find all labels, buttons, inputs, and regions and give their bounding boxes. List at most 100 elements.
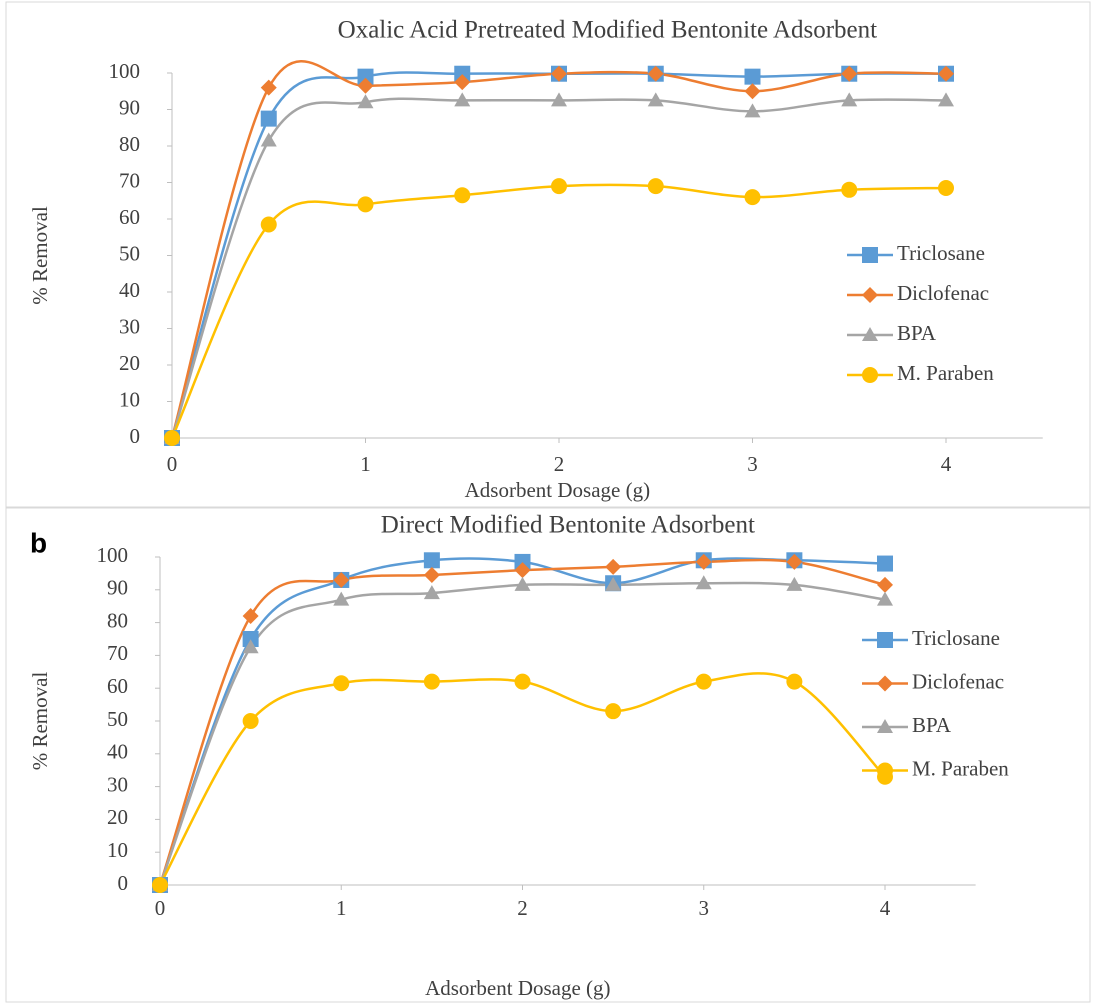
marker: [786, 576, 803, 591]
marker: [647, 65, 664, 82]
y-tick-label: 10: [107, 838, 128, 862]
marker: [242, 608, 259, 625]
marker: [514, 553, 531, 570]
marker: [423, 673, 440, 690]
y-tick-label: 90: [107, 576, 128, 600]
marker: [164, 430, 180, 446]
y-tick-label: 80: [107, 608, 128, 632]
y-tick-label: 40: [119, 278, 140, 302]
marker: [744, 103, 761, 118]
x-tick-label: 0: [167, 452, 178, 476]
marker: [242, 713, 259, 729]
y-tick-label: 60: [107, 674, 128, 698]
x-tick-label: 3: [747, 452, 758, 476]
marker: [877, 719, 893, 733]
marker: [605, 703, 622, 720]
chart-title: Direct Modified Bentonite Adsorbent: [381, 512, 755, 539]
marker: [454, 92, 471, 107]
panel-frame: [5, 1, 1091, 508]
marker: [695, 553, 712, 570]
marker: [514, 576, 531, 591]
series-line: [170, 183, 947, 439]
y-tick-label: 60: [119, 205, 140, 229]
y-axis-label: % Removal: [28, 206, 52, 305]
marker: [357, 94, 374, 109]
marker: [551, 65, 567, 82]
marker: [938, 92, 954, 107]
marker: [551, 178, 567, 195]
marker: [862, 287, 878, 303]
y-tick-label: 0: [118, 871, 129, 895]
legend-label: BPA: [912, 713, 952, 737]
marker: [357, 196, 374, 213]
chart-title: Oxalic Acid Pretreated Modified Bentonit…: [338, 17, 878, 44]
marker: [862, 327, 878, 341]
series-line: [158, 557, 886, 886]
marker: [152, 877, 168, 893]
y-tick-label: 0: [130, 424, 141, 448]
y-tick-label: 20: [107, 805, 128, 829]
panel-frame: [5, 507, 1091, 1003]
marker: [841, 92, 858, 107]
marker: [695, 673, 712, 690]
x-tick-label: 0: [155, 896, 166, 920]
marker: [647, 178, 664, 195]
series-line: [158, 672, 886, 886]
series-line: [170, 71, 947, 439]
marker: [877, 632, 893, 648]
marker: [514, 673, 531, 690]
y-tick-label: 100: [109, 59, 141, 83]
x-tick-label: 3: [699, 896, 710, 920]
marker: [938, 179, 954, 196]
y-tick-label: 30: [107, 772, 128, 796]
legend-label: M. Paraben: [912, 756, 1009, 780]
marker: [423, 585, 440, 600]
y-tick-label: 70: [107, 641, 128, 665]
y-tick-label: 40: [107, 740, 128, 764]
y-axis-label: % Removal: [28, 672, 52, 771]
x-tick-label: 2: [517, 896, 528, 920]
marker: [877, 675, 893, 692]
legend-label: Diclofenac: [897, 281, 989, 305]
marker: [938, 65, 954, 82]
marker: [260, 110, 277, 127]
x-tick-label: 4: [880, 896, 891, 920]
marker: [333, 675, 350, 692]
y-tick-label: 90: [119, 95, 140, 119]
marker: [551, 92, 567, 107]
marker: [841, 181, 858, 198]
marker: [242, 631, 259, 647]
marker: [862, 247, 878, 263]
y-tick-label: 80: [119, 132, 140, 156]
y-tick-label: 50: [107, 707, 128, 731]
legend-label: Triclosane: [897, 241, 985, 265]
y-tick-label: 50: [119, 241, 140, 265]
y-tick-label: 20: [119, 351, 140, 375]
marker: [744, 68, 761, 85]
marker: [841, 65, 858, 82]
series-line: [158, 581, 886, 886]
marker: [605, 576, 622, 591]
marker: [877, 591, 893, 606]
x-axis-label: Adsorbent Dosage (g): [465, 478, 650, 502]
legend-label: M. Paraben: [897, 361, 994, 385]
legend-label: BPA: [897, 321, 937, 345]
x-axis-label: Adsorbent Dosage (g): [425, 976, 610, 1000]
x-tick-label: 1: [360, 452, 371, 476]
series-line: [158, 558, 886, 886]
marker: [260, 132, 277, 147]
x-tick-label: 4: [941, 452, 952, 476]
marker: [454, 65, 471, 82]
marker: [260, 79, 277, 96]
marker: [605, 558, 622, 575]
marker: [877, 555, 893, 572]
marker: [333, 571, 350, 588]
marker: [877, 762, 893, 779]
marker: [454, 74, 471, 91]
series-line: [170, 60, 947, 439]
marker: [514, 562, 531, 579]
marker: [454, 187, 471, 204]
marker: [744, 83, 761, 100]
panel-label: b: [30, 527, 47, 558]
